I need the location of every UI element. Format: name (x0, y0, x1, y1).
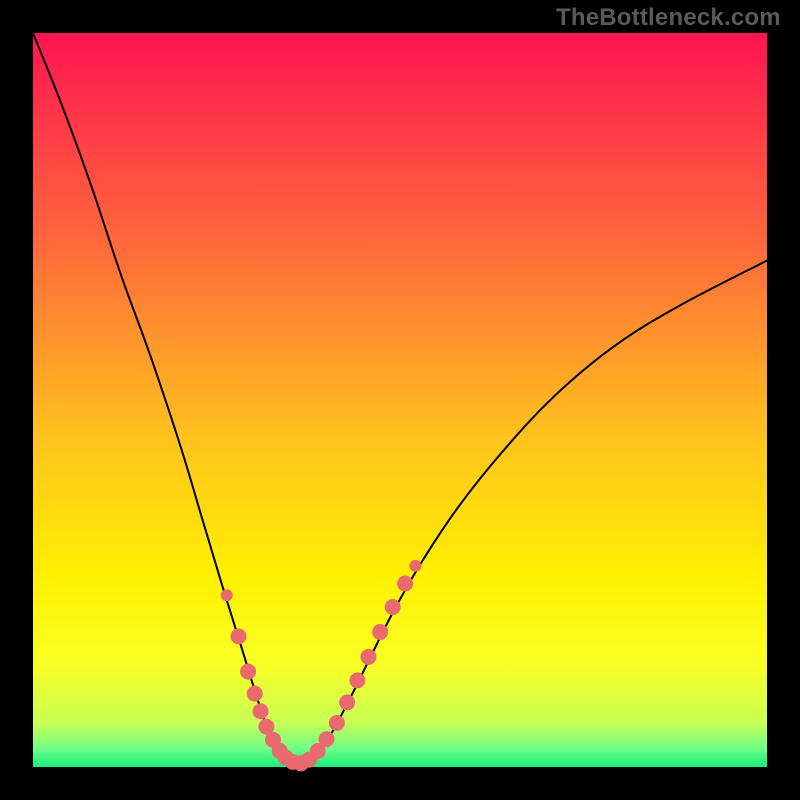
curve-marker (409, 560, 421, 572)
curve-marker (319, 731, 335, 747)
curve-marker (221, 589, 233, 601)
curve-marker (231, 628, 247, 644)
curve-marker (360, 649, 376, 665)
chart-svg-layer (0, 0, 800, 800)
curve-marker (253, 703, 269, 719)
source-watermark: TheBottleneck.com (556, 4, 781, 32)
bottleneck-curve (33, 33, 767, 763)
curve-marker (349, 672, 365, 688)
curve-marker (240, 664, 256, 680)
curve-marker (339, 694, 355, 710)
curve-marker (397, 576, 413, 592)
curve-marker (329, 715, 345, 731)
curve-marker (372, 624, 388, 640)
curve-marker (247, 686, 263, 702)
curve-marker (385, 599, 401, 615)
